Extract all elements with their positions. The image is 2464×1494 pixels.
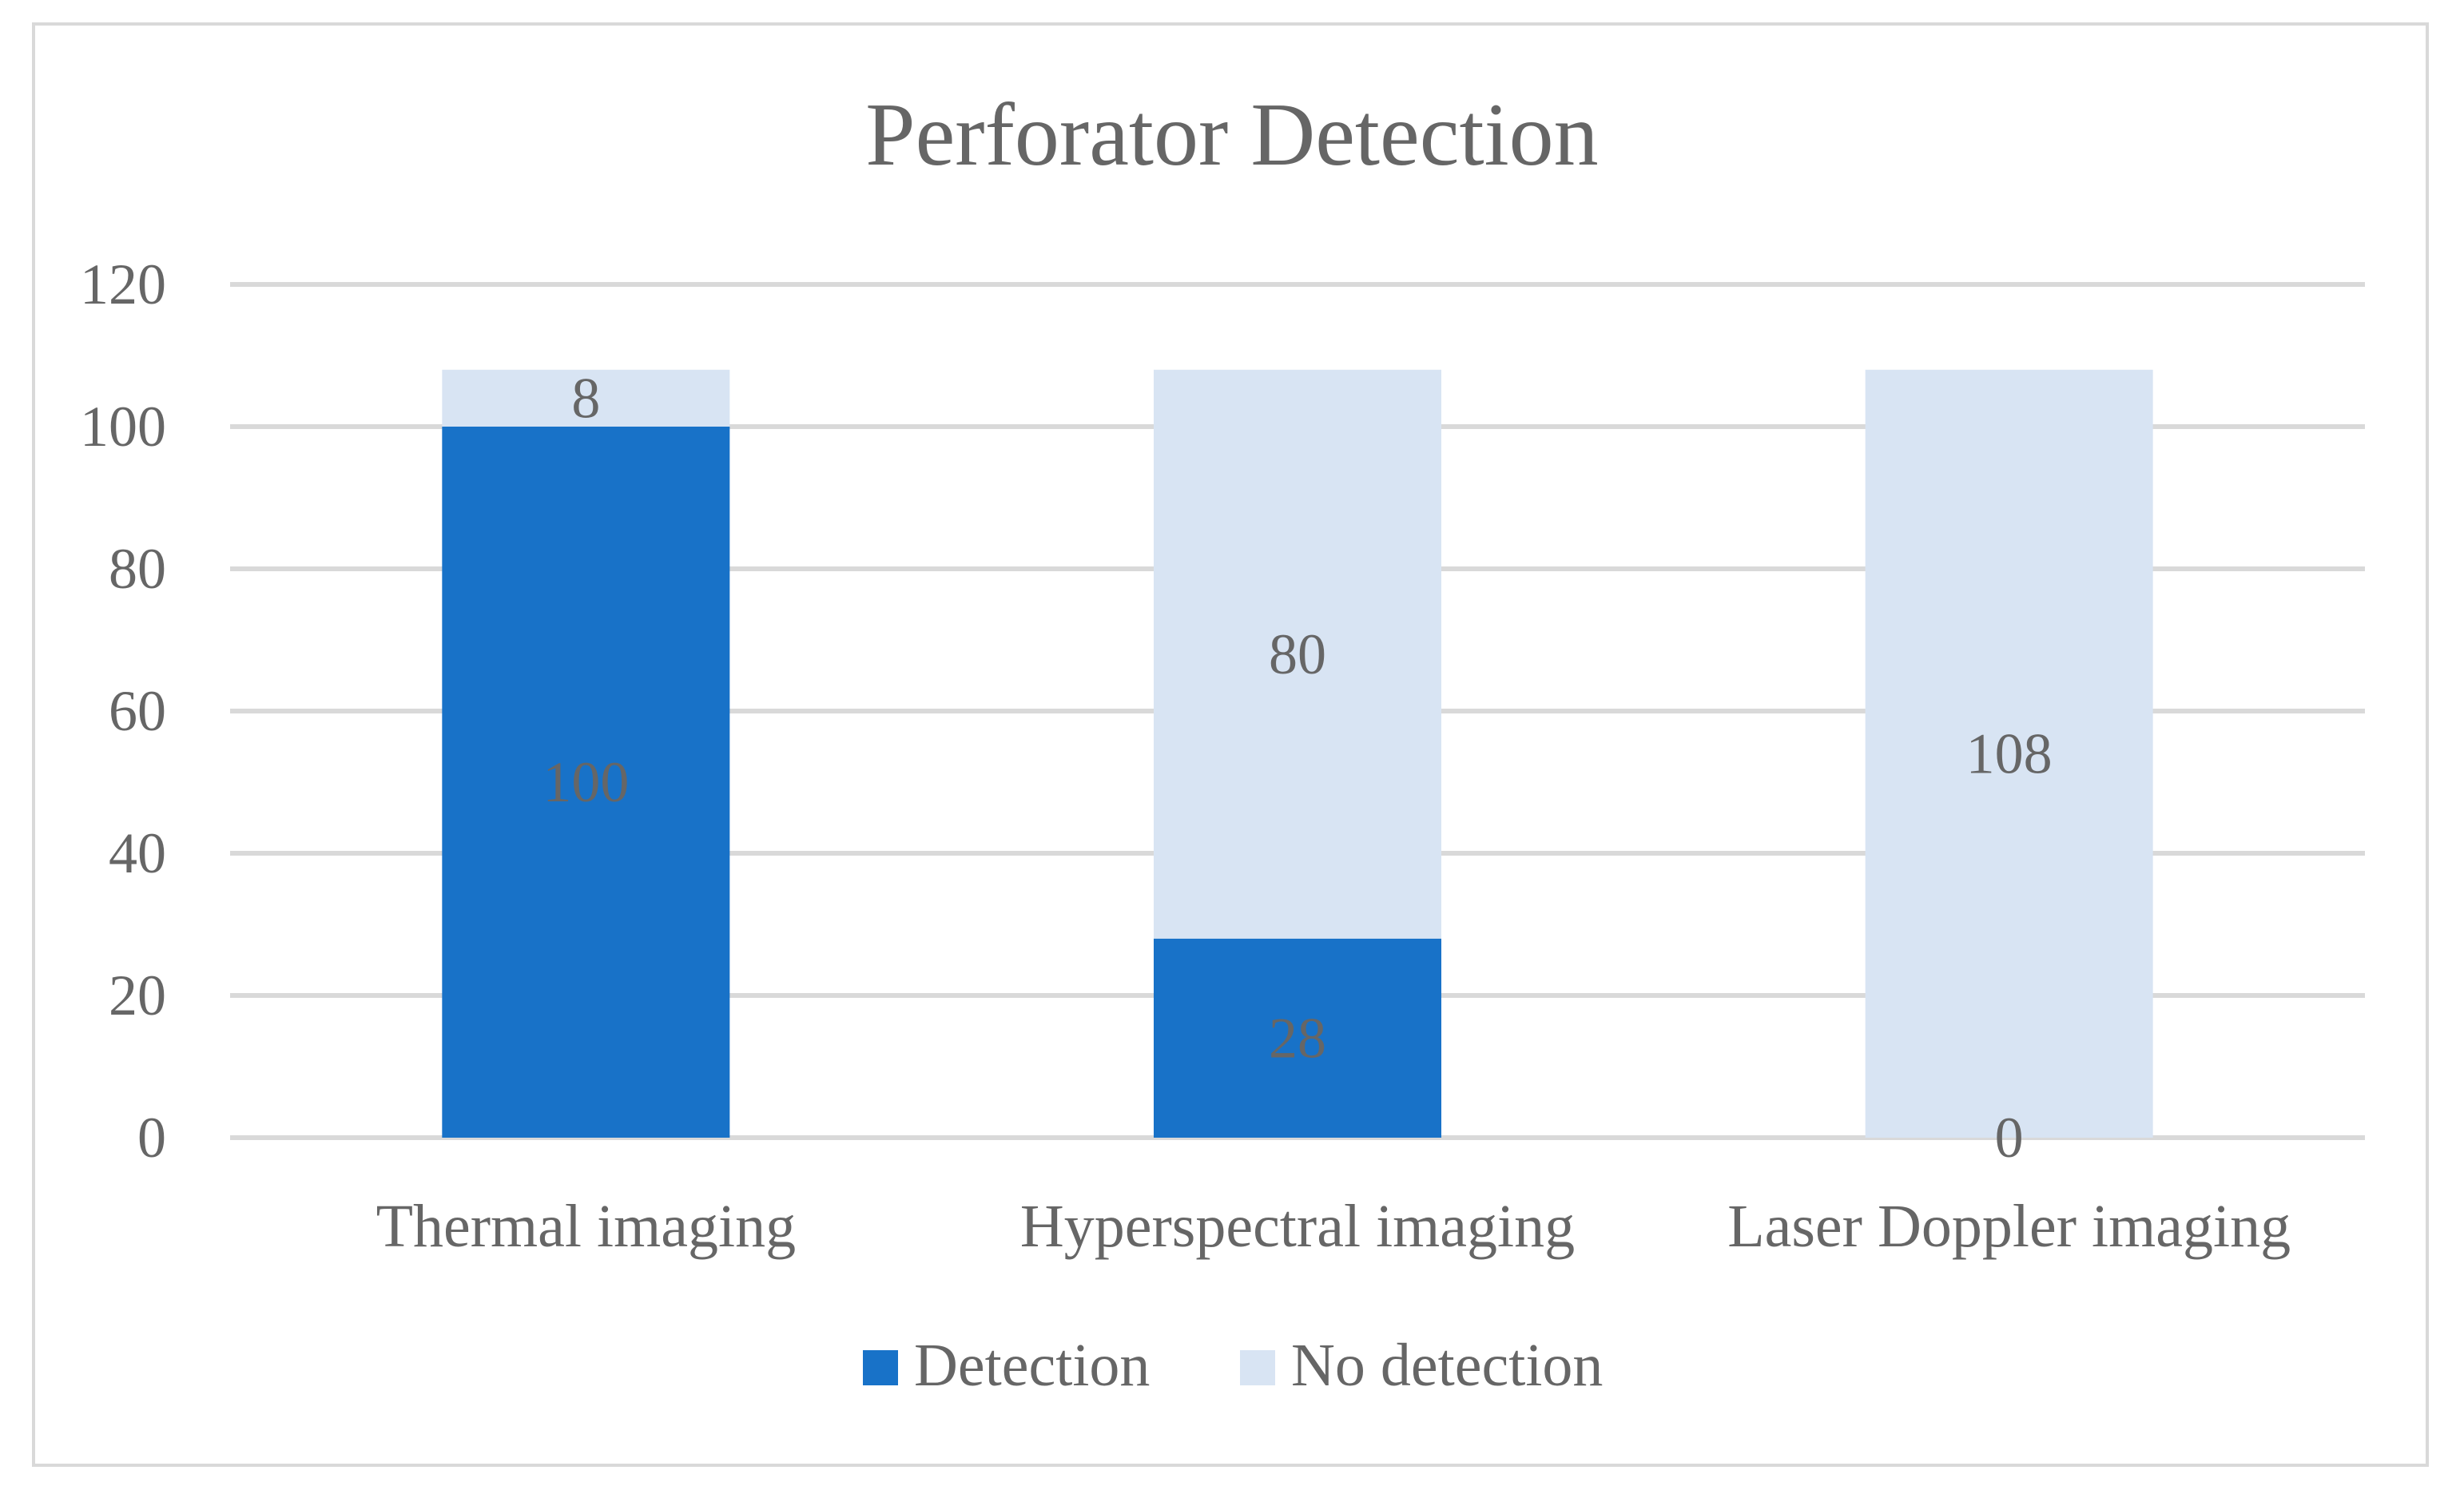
y-axis: 0 20 40 60 80 100 120: [80, 252, 166, 1170]
no-detection-bar-segment: [1154, 369, 1441, 939]
data-labels: 100 8 28 80 0 108: [542, 366, 2052, 1170]
legend-label-detection: Detection: [914, 1332, 1150, 1399]
x-axis: Thermal imaging Hyperspectral imaging Lase…: [376, 1193, 2291, 1260]
legend-label-no-detection: No detection: [1291, 1332, 1603, 1399]
y-tick-label: 100: [80, 395, 166, 459]
data-label: 28: [1269, 1006, 1326, 1070]
no-detection-bar-segment: [442, 369, 730, 427]
y-tick-label: 0: [137, 1106, 166, 1170]
y-tick-label: 40: [109, 821, 166, 885]
bars: [442, 369, 2153, 1138]
data-label: 80: [1269, 622, 1326, 686]
no-detection-bar-segment: [1865, 369, 2153, 1138]
x-category-label: Thermal imaging: [376, 1193, 797, 1260]
detection-bar-segment: [1154, 938, 1441, 1138]
chart-title: Perforator Detection: [865, 85, 1598, 185]
y-tick-label: 80: [109, 537, 166, 601]
data-label: 108: [1966, 721, 2053, 785]
data-label: 0: [1995, 1106, 2024, 1170]
data-label: 8: [571, 366, 600, 430]
legend-swatch-no-detection: [1240, 1350, 1275, 1385]
x-category-label: Laser Doppler imaging: [1727, 1193, 2291, 1260]
legend: Detection No detection: [863, 1332, 1603, 1399]
legend-swatch-detection: [863, 1350, 898, 1385]
y-tick-label: 60: [109, 679, 166, 743]
detection-bar-segment: [442, 427, 730, 1138]
x-category-label: Hyperspectral imaging: [1020, 1193, 1575, 1260]
y-tick-label: 20: [109, 964, 166, 1027]
y-tick-label: 120: [80, 252, 166, 316]
data-label: 100: [542, 750, 629, 814]
